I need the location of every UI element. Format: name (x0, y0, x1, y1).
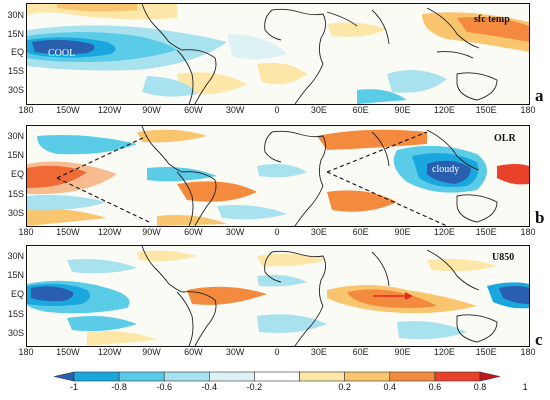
x-tick: 30E (310, 347, 327, 357)
x-tick: 180 (520, 105, 536, 115)
x-tick: 150W (56, 105, 80, 115)
panel-a-variable-label: sfc temp (474, 14, 510, 25)
panel-a-field (27, 4, 529, 104)
x-tick: 180 (18, 347, 34, 357)
x-tick: 90W (142, 227, 161, 237)
x-tick: 120E (433, 105, 455, 115)
y-tick: 15S (7, 189, 24, 199)
panel-b-field (27, 126, 529, 226)
colorbar-label: -0.4 (201, 382, 218, 392)
x-tick: 60E (352, 227, 369, 237)
x-tick: 60W (184, 105, 203, 115)
x-tick: 30E (310, 105, 327, 115)
x-tick: 30W (225, 347, 245, 357)
y-tick: 15S (7, 309, 24, 319)
x-tick: 30E (310, 227, 327, 237)
panel-b-map (26, 125, 530, 227)
x-tick: 150W (56, 227, 80, 237)
x-tick: 60E (352, 105, 369, 115)
colorbar-cell (389, 371, 436, 382)
x-tick: 180 (18, 105, 34, 115)
panel-b-annotation: cloudy (432, 164, 460, 175)
panel-c-letter: c (535, 330, 543, 349)
panel-b-variable-label: OLR (494, 133, 516, 144)
y-tick: EQ (10, 169, 24, 179)
x-tick: 150E (475, 227, 497, 237)
x-tick: 120W (97, 105, 122, 115)
x-tick: 90E (394, 105, 411, 115)
x-tick: 60E (352, 347, 369, 357)
x-tick: 90W (142, 105, 161, 115)
x-tick: 150W (56, 347, 80, 357)
colorbar-cell (434, 371, 481, 382)
x-tick: 180 (520, 347, 536, 357)
colorbar (53, 371, 501, 382)
westerly-arrow (373, 292, 413, 300)
colorbar-cell (344, 371, 391, 382)
y-tick: 30S (7, 85, 24, 95)
x-tick: 120E (433, 227, 455, 237)
x-tick: 150E (475, 105, 497, 115)
y-tick: 15N (7, 270, 24, 280)
panel-c-field (27, 246, 529, 346)
colorbar-label: 0.6 (428, 382, 442, 392)
colorbar-cell (73, 371, 120, 382)
colorbar-label: -1 (69, 382, 78, 392)
panel-a-map (26, 3, 530, 105)
x-tick: 150E (475, 347, 497, 357)
x-tick: 180 (520, 227, 536, 237)
x-tick: 90W (142, 347, 161, 357)
x-tick: 60W (184, 227, 203, 237)
x-tick: 90E (394, 347, 411, 357)
colorbar-cell (163, 371, 210, 382)
y-tick: 15N (7, 150, 24, 160)
y-tick: 30S (7, 208, 24, 218)
panel-a-annotation: COOL (48, 48, 76, 59)
y-tick: EQ (10, 47, 24, 57)
x-tick: 120E (433, 347, 455, 357)
colorbar-label: 0.8 (473, 382, 487, 392)
x-tick: 30W (225, 227, 245, 237)
colorbar-label: 0.2 (338, 382, 351, 392)
colorbar-cell (118, 371, 165, 382)
x-tick: 180 (18, 227, 34, 237)
panel-c-variable-label: U850 (492, 252, 515, 263)
colorbar-cell (53, 371, 75, 382)
colorbar-cell (254, 371, 300, 382)
colorbar-cell (479, 371, 501, 382)
colorbar-label: 1 (522, 382, 528, 392)
y-tick: 30N (7, 251, 24, 261)
x-tick: 120W (97, 347, 122, 357)
colorbar-label: -0.6 (156, 382, 172, 392)
x-tick: 0 (274, 105, 280, 115)
x-tick: 120W (97, 227, 122, 237)
x-tick: 30W (225, 105, 245, 115)
y-tick: 15N (7, 29, 24, 39)
y-tick: 30N (7, 131, 24, 141)
y-tick: 30N (7, 10, 24, 20)
colorbar-cell (299, 371, 345, 382)
y-tick: 30S (7, 328, 24, 338)
x-tick: 60W (184, 347, 203, 357)
panel-a-letter: a (535, 86, 544, 105)
x-tick: 0 (274, 347, 280, 357)
colorbar-label: 0.4 (383, 382, 397, 392)
x-tick: 90E (394, 227, 411, 237)
colorbar-label: -0.2 (246, 382, 263, 392)
y-tick: EQ (10, 289, 24, 299)
y-tick: 15S (7, 66, 24, 76)
x-tick: 0 (274, 227, 280, 237)
colorbar-label: -0.8 (111, 382, 127, 392)
panel-b-letter: b (535, 208, 545, 227)
colorbar-cell (209, 371, 255, 382)
panel-c-map (26, 245, 530, 347)
